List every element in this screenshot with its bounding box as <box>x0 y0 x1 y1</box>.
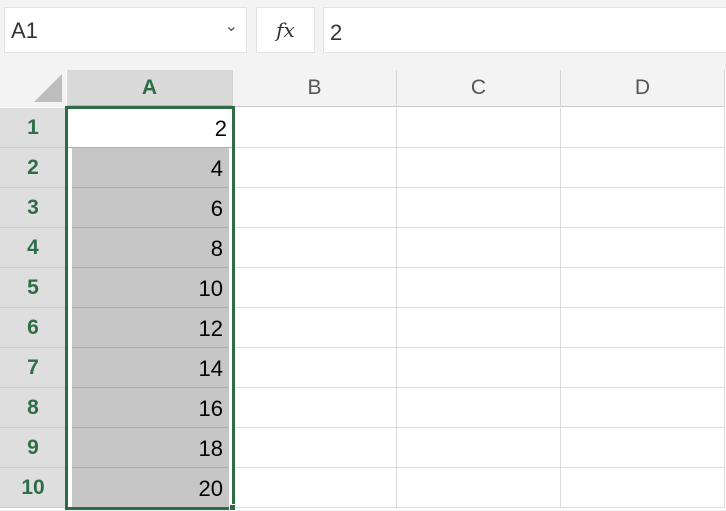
cell-d7[interactable] <box>561 348 725 388</box>
row-header-6[interactable]: 6 <box>0 308 66 348</box>
cell-d8[interactable] <box>561 388 725 428</box>
row-header-5[interactable]: 5 <box>0 268 66 308</box>
cell-b4[interactable] <box>233 228 397 268</box>
cell-b1[interactable] <box>233 108 397 148</box>
column-header-a[interactable]: A <box>67 70 233 107</box>
cell-b3[interactable] <box>233 188 397 228</box>
cell-b7[interactable] <box>233 348 397 388</box>
row-header-8[interactable]: 8 <box>0 388 66 428</box>
cell-c4[interactable] <box>397 228 561 268</box>
cell-a1[interactable]: 2 <box>67 108 233 148</box>
row-header-3[interactable]: 3 <box>0 188 66 228</box>
cell-c7[interactable] <box>397 348 561 388</box>
cell-c10[interactable] <box>397 468 561 508</box>
cell-b2[interactable] <box>233 148 397 188</box>
column-header-d[interactable]: D <box>561 70 725 107</box>
cell-d1[interactable] <box>561 108 725 148</box>
cell-a5[interactable]: 10 <box>72 268 229 308</box>
cell-a7[interactable]: 14 <box>72 348 229 388</box>
cell-c3[interactable] <box>397 188 561 228</box>
row-header-1[interactable]: 1 <box>0 108 66 148</box>
cell-b8[interactable] <box>233 388 397 428</box>
cell-b6[interactable] <box>233 308 397 348</box>
column-header-c[interactable]: C <box>397 70 561 107</box>
selection-border <box>65 106 235 510</box>
cell-b9[interactable] <box>233 428 397 468</box>
cell-a6[interactable]: 12 <box>72 308 229 348</box>
cell-d6[interactable] <box>561 308 725 348</box>
cell-d3[interactable] <box>561 188 725 228</box>
row-header-10[interactable]: 10 <box>0 468 66 508</box>
cell-a8[interactable]: 16 <box>72 388 229 428</box>
cell-d10[interactable] <box>561 468 725 508</box>
row-header-4[interactable]: 4 <box>0 228 66 268</box>
row-header-2[interactable]: 2 <box>0 148 66 188</box>
column-header-b[interactable]: B <box>233 70 397 107</box>
cell-a9[interactable]: 18 <box>72 428 229 468</box>
cell-d9[interactable] <box>561 428 725 468</box>
chevron-down-icon[interactable]: ⌄ <box>224 18 238 35</box>
cell-d4[interactable] <box>561 228 725 268</box>
cell-d2[interactable] <box>561 148 725 188</box>
cell-c9[interactable] <box>397 428 561 468</box>
cell-c8[interactable] <box>397 388 561 428</box>
cell-c5[interactable] <box>397 268 561 308</box>
formula-input[interactable]: 2 <box>323 7 726 53</box>
cell-b5[interactable] <box>233 268 397 308</box>
cell-a4[interactable]: 8 <box>72 228 229 268</box>
cell-a10[interactable]: 20 <box>72 468 229 508</box>
name-box[interactable]: A1 ⌄ <box>4 7 247 53</box>
name-box-value: A1 <box>11 18 38 43</box>
row-header-9[interactable]: 9 <box>0 428 66 468</box>
row-header-7[interactable]: 7 <box>0 348 66 388</box>
cell-c6[interactable] <box>397 308 561 348</box>
cell-b10[interactable] <box>233 468 397 508</box>
cell-a2[interactable]: 4 <box>72 148 229 188</box>
insert-function-button[interactable]: fx <box>256 7 315 53</box>
cell-a3[interactable]: 6 <box>72 188 229 228</box>
cell-d5[interactable] <box>561 268 725 308</box>
cell-c1[interactable] <box>397 108 561 148</box>
select-all-triangle-icon[interactable] <box>34 74 62 102</box>
cell-c2[interactable] <box>397 148 561 188</box>
